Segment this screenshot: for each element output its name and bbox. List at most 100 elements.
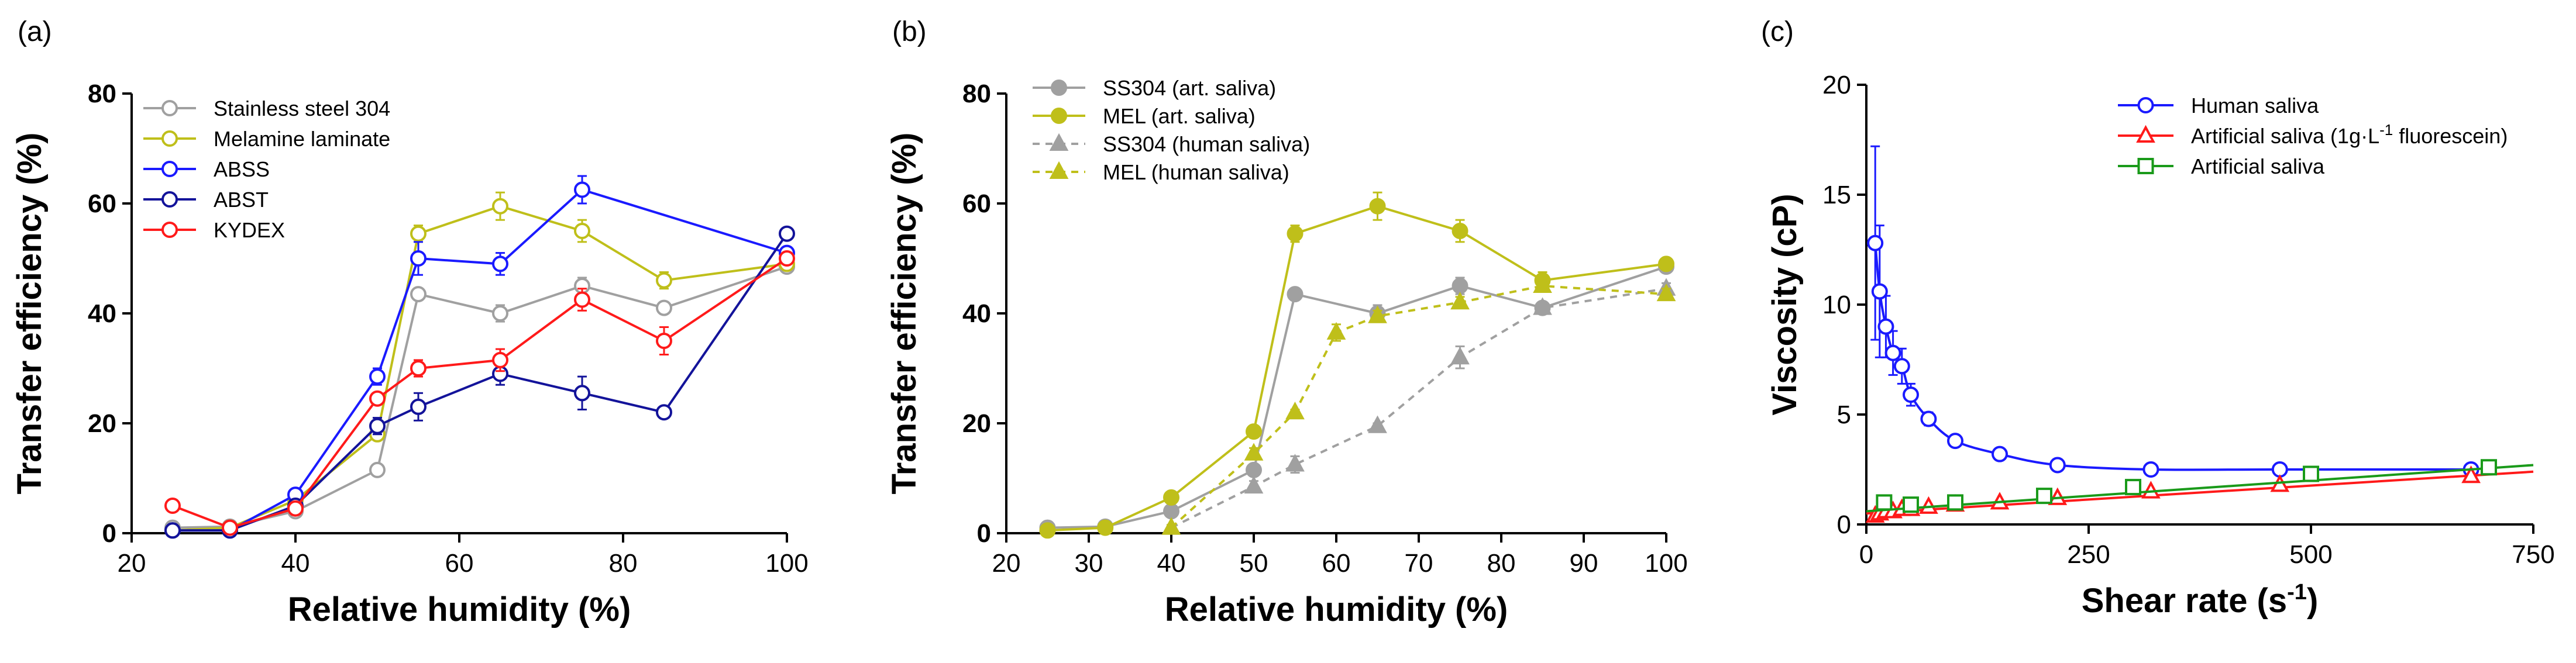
series-line (1047, 265, 1667, 529)
legend-entry: Human saliva (2118, 94, 2319, 118)
legend-marker (161, 191, 178, 208)
data-point (492, 351, 508, 368)
data-point (287, 500, 304, 517)
legend-marker (2137, 158, 2154, 174)
data-point (369, 390, 386, 407)
series-0 (1039, 258, 1674, 536)
legend-label: Artificial saliva (1g·L-1 fluorescein) (2191, 121, 2508, 148)
x-tick-label: 20 (118, 549, 146, 578)
data-point (1163, 489, 1179, 506)
x-tick-label: 30 (1075, 549, 1103, 578)
data-point (1947, 433, 1963, 450)
data-point (1326, 322, 1346, 340)
data-point (410, 286, 427, 303)
series-0 (164, 258, 795, 536)
y-tick-label: 40 (962, 299, 991, 328)
data-point (2125, 479, 2141, 496)
y-tick-label: 5 (1837, 400, 1851, 429)
data-point (2461, 465, 2481, 484)
data-point (656, 299, 672, 316)
legend-marker (1049, 133, 1069, 151)
legend-label: Stainless steel 304 (214, 96, 390, 120)
legend-label: SS304 (human saliva) (1103, 132, 1310, 156)
legend-entry: MEL (human saliva) (1033, 160, 1289, 184)
data-point (1244, 443, 1264, 461)
data-point (1368, 305, 1387, 323)
data-point (1877, 318, 1894, 335)
data-point (492, 198, 508, 215)
legend-label: Artificial saliva (2191, 154, 2325, 178)
x-tick-label: 0 (1859, 540, 1873, 569)
legend-marker (1049, 161, 1069, 179)
data-point (1368, 415, 1387, 433)
series-line (172, 257, 788, 529)
legend-marker (161, 222, 178, 238)
data-point (656, 272, 672, 289)
data-point (1867, 234, 1884, 251)
y-tick-label: 20 (1822, 71, 1851, 99)
data-point (2049, 457, 2066, 474)
series-line (1874, 243, 2471, 471)
y-tick-label: 40 (88, 299, 116, 328)
data-point (1246, 423, 1262, 440)
data-point (2036, 488, 2052, 505)
data-point (1039, 522, 1056, 539)
data-point (164, 522, 181, 539)
data-point (2481, 459, 2497, 476)
data-point (369, 461, 386, 478)
chart-panel-2: (c) 0 250 500 750 0 5 10 15 20 Shear rate (s-1) Vis… (1761, 16, 2555, 620)
data-point (1903, 496, 1919, 513)
series-3 (164, 225, 795, 539)
series-line (172, 265, 787, 529)
x-tick-label: 90 (1570, 549, 1598, 578)
data-point (656, 404, 672, 421)
series-fit-line (1866, 464, 2534, 513)
data-point (369, 417, 386, 434)
y-tick-label: 60 (962, 189, 991, 218)
series-fit-line (1866, 470, 2534, 515)
legend-marker (1051, 80, 1067, 96)
legend-marker (161, 161, 178, 177)
series-3 (1161, 275, 1676, 535)
data-point (1369, 198, 1386, 215)
legend-entry: SS304 (art. saliva) (1033, 76, 1276, 100)
data-point (1244, 475, 1264, 494)
x-tick-label: 100 (1645, 549, 1687, 578)
y-tick-label: 0 (102, 519, 116, 548)
data-point (574, 181, 590, 198)
legend-entry: Melamine laminate (143, 127, 390, 151)
series-4 (164, 250, 795, 536)
data-point (1450, 347, 1470, 365)
data-point (1287, 225, 1304, 242)
data-point (656, 333, 672, 349)
data-point (1450, 292, 1470, 310)
data-point (1656, 283, 1676, 302)
y-axis-label: Transfer efficiency (%) (11, 133, 49, 495)
panel-label: (b) (892, 16, 927, 47)
x-tick-label: 80 (1487, 549, 1516, 578)
x-axis-label: Relative humidity (%) (288, 591, 631, 629)
legend-label: ABST (214, 188, 269, 212)
series-2 (1161, 278, 1676, 535)
y-axis-label: Transfer efficiency (%) (885, 133, 923, 495)
data-point (1871, 283, 1888, 300)
legend-entry: ABSS (143, 157, 270, 181)
data-point (1097, 519, 1114, 536)
data-point (492, 305, 508, 322)
data-point (1285, 454, 1305, 472)
data-point (410, 398, 427, 415)
x-tick-label: 80 (609, 549, 638, 578)
x-tick-label: 40 (1157, 549, 1186, 578)
legend-entry: Artificial saliva (1g·L-1 fluorescein) (2118, 121, 2508, 148)
y-tick-label: 10 (1822, 291, 1851, 319)
y-tick-label: 60 (88, 189, 116, 218)
data-point (410, 250, 427, 267)
data-point (1287, 286, 1304, 303)
data-point (492, 255, 508, 272)
y-tick-label: 0 (977, 519, 991, 548)
data-point (574, 385, 590, 402)
x-tick-label: 20 (992, 549, 1021, 578)
legend-marker (161, 130, 178, 147)
